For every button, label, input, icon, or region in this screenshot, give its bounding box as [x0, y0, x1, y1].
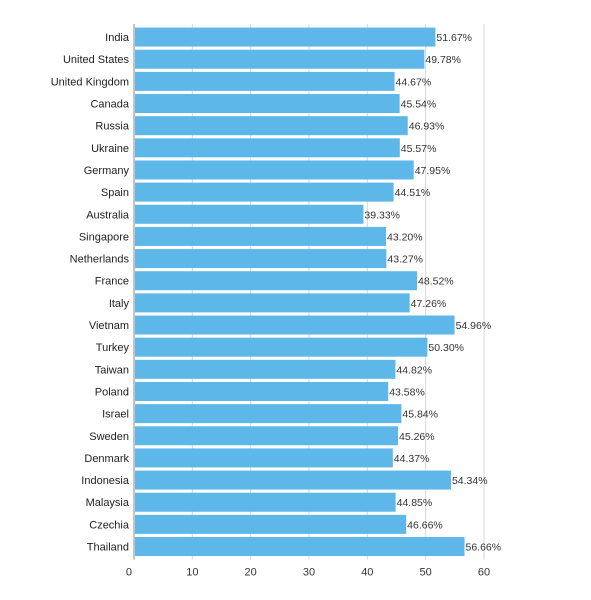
category-label: France [95, 276, 129, 288]
category-label: Spain [101, 187, 129, 199]
bar [135, 71, 395, 91]
value-label: 48.52% [418, 276, 454, 288]
x-tick-label: 50 [420, 567, 432, 579]
bar [135, 249, 387, 269]
bar [135, 448, 393, 468]
value-label: 56.66% [465, 542, 501, 554]
x-tick-labels: 0 10 20 30 40 50 60 [126, 567, 490, 579]
category-labels: India United States United Kingdom Canada Ru… [51, 32, 130, 553]
category-label: United Kingdom [51, 76, 129, 88]
category-label: Thailand [87, 542, 129, 554]
category-label: Australia [86, 209, 130, 221]
bar [135, 138, 400, 158]
value-label: 45.26% [399, 431, 435, 443]
bar [135, 293, 410, 313]
bar [135, 404, 402, 424]
bar [135, 426, 399, 446]
category-label: Russia [95, 121, 130, 133]
bar [135, 315, 455, 335]
value-label: 44.67% [396, 76, 432, 88]
value-labels: 51.67% 49.78% 44.67% 45.54% 46.93% 45.57% 47.9… [364, 32, 501, 553]
bar [135, 359, 396, 379]
bar [135, 381, 389, 401]
category-label: Netherlands [70, 254, 130, 266]
x-tick-label: 20 [245, 567, 257, 579]
bar [135, 49, 425, 69]
value-label: 45.57% [401, 143, 437, 155]
x-tick-label: 40 [361, 567, 373, 579]
bar [135, 226, 386, 246]
grid-lines [191, 24, 485, 560]
value-label: 47.26% [411, 298, 447, 310]
category-label: Malaysia [86, 497, 130, 509]
x-tick-label: 10 [186, 567, 198, 579]
value-label: 44.37% [394, 453, 430, 465]
bar [135, 337, 428, 357]
bar [135, 271, 418, 291]
value-label: 46.66% [407, 519, 443, 531]
bar [135, 182, 394, 202]
category-label: Czechia [89, 519, 130, 531]
category-label: Denmark [84, 453, 129, 465]
value-label: 49.78% [425, 54, 461, 66]
value-label: 50.30% [428, 342, 464, 354]
value-label: 54.34% [452, 475, 488, 487]
category-label: Germany [84, 165, 130, 177]
bar [135, 492, 396, 512]
value-label: 43.27% [387, 254, 423, 266]
category-label: Vietnam [89, 320, 129, 332]
category-label: Israel [102, 409, 129, 421]
bar [135, 470, 451, 490]
bar [135, 160, 414, 180]
value-label: 39.33% [364, 209, 400, 221]
category-label: India [105, 32, 130, 44]
category-label: Ukraine [91, 143, 129, 155]
bar [135, 94, 400, 114]
category-label: Italy [109, 298, 130, 310]
value-label: 51.67% [436, 32, 472, 44]
category-label: Taiwan [95, 364, 129, 376]
value-label: 45.54% [401, 99, 437, 111]
category-label: United States [63, 54, 130, 66]
category-label: Sweden [89, 431, 129, 443]
category-label: Poland [95, 386, 129, 398]
x-tick-label: 30 [303, 567, 315, 579]
value-label: 43.58% [389, 386, 425, 398]
value-label: 45.84% [402, 409, 438, 421]
value-label: 47.95% [415, 165, 451, 177]
category-label: Turkey [96, 342, 130, 354]
value-label: 44.82% [396, 364, 432, 376]
bars [135, 27, 465, 557]
value-label: 44.51% [395, 187, 431, 199]
bar [135, 116, 408, 136]
bar [135, 537, 465, 557]
bar [135, 514, 407, 534]
value-label: 54.96% [456, 320, 492, 332]
bar [135, 204, 364, 224]
x-tick-label: 0 [126, 567, 132, 579]
x-tick-label: 60 [478, 567, 490, 579]
value-label: 43.20% [387, 231, 423, 243]
bar [135, 27, 436, 47]
category-label: Canada [90, 99, 129, 111]
category-label: Indonesia [81, 475, 130, 487]
value-label: 46.93% [409, 121, 445, 133]
value-label: 44.85% [397, 497, 433, 509]
category-label: Singapore [79, 231, 129, 243]
